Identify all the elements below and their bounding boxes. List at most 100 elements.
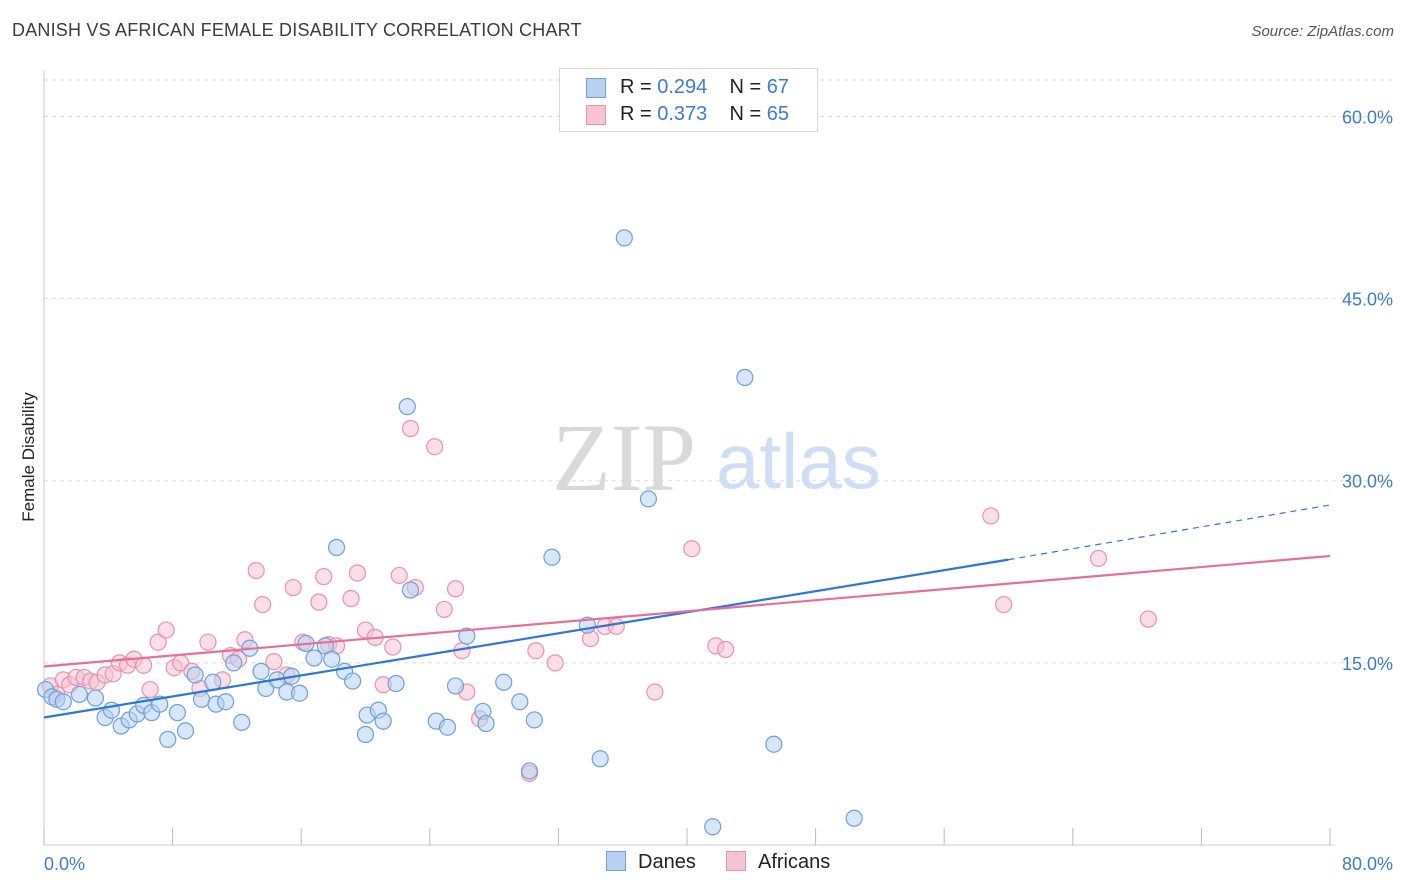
bottom-legend-africans[interactable]: Africans	[726, 851, 830, 874]
danes-point	[387, 674, 405, 693]
africans-trend-line	[43, 554, 1331, 668]
bottom-africans-label: Africans	[758, 851, 831, 873]
legend-box: R = 0.294 N = 67 R = 0.373 N = 65	[559, 68, 818, 132]
danes-n-value: 67	[766, 76, 790, 98]
y-axis-label: Female Disability	[19, 392, 38, 522]
africans-point	[607, 617, 625, 636]
africans-point	[310, 593, 328, 611]
africans-point	[135, 656, 153, 674]
danes-point	[186, 666, 204, 684]
africans-point	[342, 589, 360, 608]
africans-point	[315, 568, 333, 586]
bottom-legend: Danes Africans	[0, 851, 1406, 877]
africans-point	[426, 438, 444, 456]
y-tick-label: 45.0%	[1342, 290, 1393, 310]
danes-point	[511, 693, 529, 711]
danes-point	[344, 672, 362, 690]
danes-point	[398, 398, 416, 416]
danes-point	[401, 581, 420, 599]
africans-point	[265, 653, 283, 671]
danes-point	[845, 809, 863, 827]
danes-n-label: N =	[729, 76, 762, 98]
africans-point	[384, 638, 402, 656]
x-tick-label-min: 0.0%	[44, 854, 85, 874]
danes-point	[458, 627, 476, 645]
watermark: ZIP atlas	[552, 404, 881, 511]
danes-points	[37, 229, 863, 836]
watermark-atlas: atlas	[716, 417, 881, 505]
y-tick-label: 60.0%	[1342, 107, 1393, 127]
danes-point	[543, 548, 561, 566]
danes-trend-line	[43, 558, 1009, 719]
danes-point	[54, 693, 72, 711]
africans-point	[1089, 549, 1108, 568]
africans-point	[141, 680, 159, 699]
danes-trend-extension	[1008, 504, 1331, 561]
x-ticks: 0.0% 80.0%	[43, 828, 1393, 874]
danes-point	[323, 650, 341, 668]
danes-r-value: 0.294	[657, 76, 708, 98]
danes-point	[86, 689, 105, 707]
africans-point	[446, 580, 465, 598]
danes-point	[704, 818, 722, 836]
danes-swatch	[586, 78, 606, 98]
africans-point	[716, 640, 735, 659]
danes-point	[446, 677, 465, 695]
grid-layer	[44, 79, 1394, 664]
africans-point	[1139, 610, 1157, 628]
danes-point	[374, 712, 392, 730]
trend-lines	[43, 504, 1331, 719]
africans-point	[683, 540, 701, 558]
bottom-danes-swatch	[606, 851, 626, 871]
chart-source: Source: ZipAtlas.com	[1251, 23, 1394, 40]
danes-point	[290, 684, 309, 702]
danes-point	[615, 229, 633, 247]
africans-point	[435, 600, 453, 619]
x-tick-label-max: 80.0%	[1342, 854, 1393, 874]
danes-point	[159, 730, 177, 748]
danes-point	[477, 714, 495, 733]
danes-point	[736, 368, 754, 387]
y-tick-labels: 15.0% 30.0% 45.0% 60.0%	[1342, 107, 1393, 673]
watermark-zip: ZIP	[552, 404, 696, 511]
africans-point	[646, 683, 664, 701]
africans-r-label: R =	[620, 103, 652, 125]
danes-r-label: R =	[620, 76, 652, 98]
danes-point	[765, 735, 783, 753]
y-tick-label: 15.0%	[1342, 654, 1393, 674]
danes-point	[520, 762, 539, 780]
bottom-africans-swatch	[726, 851, 746, 871]
africans-point	[348, 564, 367, 582]
africans-point	[199, 633, 217, 651]
bottom-danes-label: Danes	[638, 851, 696, 873]
africans-point	[546, 654, 564, 672]
danes-point	[217, 693, 235, 711]
danes-point	[525, 711, 543, 729]
africans-point	[157, 621, 175, 639]
danes-point	[356, 725, 375, 744]
africans-point	[284, 578, 302, 597]
africans-point	[527, 642, 545, 660]
danes-point	[327, 538, 346, 557]
danes-point	[438, 718, 457, 736]
africans-point	[254, 595, 272, 614]
danes-point	[305, 649, 323, 667]
danes-point	[252, 662, 270, 680]
bottom-legend-danes[interactable]: Danes	[606, 851, 696, 874]
africans-point	[982, 507, 1000, 525]
y-tick-label: 30.0%	[1342, 472, 1393, 492]
africans-point	[995, 595, 1013, 614]
axes-layer	[43, 70, 1334, 846]
africans-point	[149, 633, 167, 651]
africans-point	[247, 561, 265, 580]
africans-n-label: N =	[729, 103, 762, 125]
chart-title: DANISH VS AFRICAN FEMALE DISABILITY CORR…	[12, 20, 582, 40]
africans-r-value: 0.373	[657, 103, 708, 125]
africans-point	[390, 566, 408, 585]
danes-point	[168, 704, 187, 722]
africans-swatch	[586, 105, 606, 125]
danes-point	[233, 713, 251, 731]
danes-point	[591, 750, 609, 768]
danes-point	[639, 490, 658, 508]
